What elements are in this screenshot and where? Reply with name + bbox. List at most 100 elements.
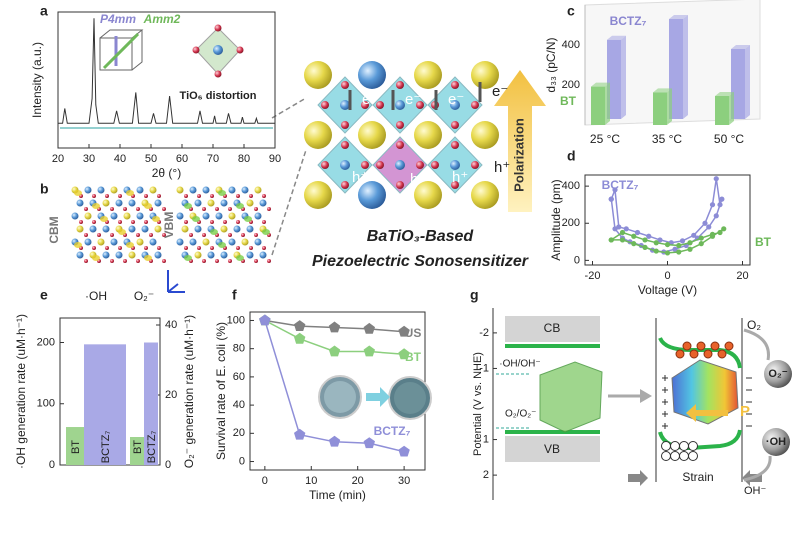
atom [102, 225, 110, 233]
atom [118, 194, 122, 198]
atom [128, 251, 136, 259]
atom [79, 220, 83, 224]
strain-arrow [628, 470, 648, 486]
data-point [698, 235, 704, 241]
series-label: BT [560, 94, 577, 108]
atom [76, 225, 84, 233]
atom [102, 199, 110, 207]
electron [710, 341, 720, 351]
data-point [672, 246, 678, 252]
p-label: P [740, 403, 750, 420]
atom [84, 238, 92, 246]
hole-label: h⁺ [352, 169, 368, 186]
electron [717, 349, 727, 359]
atom [451, 81, 459, 89]
atom [123, 212, 131, 220]
data-point [608, 196, 614, 202]
x-tick-label: 30 [398, 475, 410, 487]
connector [271, 149, 307, 256]
atom [76, 199, 84, 207]
atom [228, 186, 236, 194]
data-point [398, 325, 410, 337]
atom [414, 121, 442, 149]
data-point [721, 226, 727, 232]
atom [246, 225, 254, 233]
atom [254, 233, 258, 237]
y-tick-label: 400 [562, 180, 580, 192]
data-point [676, 249, 682, 255]
x-tick-label: 80 [238, 153, 250, 165]
orbital [218, 190, 226, 196]
atom [97, 238, 105, 246]
band-label: CB [544, 321, 561, 335]
y-tick-label: 0 [574, 254, 580, 266]
atom [202, 186, 210, 194]
atom [228, 233, 232, 237]
atom [189, 238, 197, 246]
atom [71, 212, 79, 220]
orbital [74, 190, 82, 196]
atom [202, 233, 206, 237]
atom [304, 181, 332, 209]
atom [118, 220, 122, 224]
data-point [631, 241, 637, 247]
plot-frame [57, 11, 276, 149]
plus-sign [662, 399, 668, 405]
y-axis-label: Survival rate of E. coli (%) [214, 322, 228, 460]
atom [176, 212, 184, 220]
hole [688, 451, 698, 461]
data-point [328, 345, 341, 357]
bar [84, 344, 126, 465]
annotation: Amm2 [143, 12, 181, 26]
atom [84, 212, 92, 220]
data-point [717, 229, 723, 236]
bar-top [669, 15, 688, 19]
atom [220, 199, 228, 207]
data-point [623, 226, 629, 232]
x-axis-label: Time (min) [309, 488, 366, 502]
atom [197, 246, 201, 250]
panel-label: a [40, 3, 48, 19]
connector [271, 97, 307, 119]
x-tick-label: 25 °C [590, 132, 620, 146]
atom [207, 251, 215, 259]
atom [431, 161, 439, 169]
atom [136, 186, 144, 194]
hole-label: h⁺ [494, 159, 510, 176]
y2-axis-label: O₂⁻ generation rate (uM·h⁻¹) [182, 315, 196, 468]
data-point [631, 233, 637, 239]
plus-sign [662, 375, 668, 381]
atom [361, 101, 369, 109]
atom [136, 238, 144, 246]
orbital [262, 229, 270, 235]
x-tick-label: 20 [352, 475, 364, 487]
band-label: CBM [47, 216, 61, 243]
panel-label: e [40, 287, 48, 303]
x-tick-label: 0 [262, 475, 268, 487]
atom [110, 212, 118, 220]
data-point [706, 224, 712, 230]
atom [197, 194, 201, 198]
polarization-label: Polarization [511, 118, 526, 192]
axes-triad [167, 270, 185, 293]
data-point [664, 241, 671, 248]
species-label: OH⁻ [744, 485, 767, 497]
x-tick-label: 50 °C [714, 132, 744, 146]
atom [262, 246, 266, 250]
atom [123, 207, 127, 211]
series-label: BT [755, 235, 772, 249]
hole [679, 451, 689, 461]
panel-label: g [470, 287, 479, 303]
electron-label: e⁻ [448, 91, 464, 108]
y-tick-label: 0 [49, 459, 55, 471]
series-label: US [405, 326, 422, 340]
polarized-crystal [671, 359, 739, 425]
x-tick-label: 35 °C [652, 132, 682, 146]
electron [682, 341, 692, 351]
atom [115, 199, 123, 207]
data-point [398, 348, 410, 360]
data-point [642, 237, 648, 243]
atom [194, 251, 202, 259]
x-axis-label: Voltage (V) [638, 283, 697, 297]
series-label: BCTZ₇ [146, 431, 158, 464]
